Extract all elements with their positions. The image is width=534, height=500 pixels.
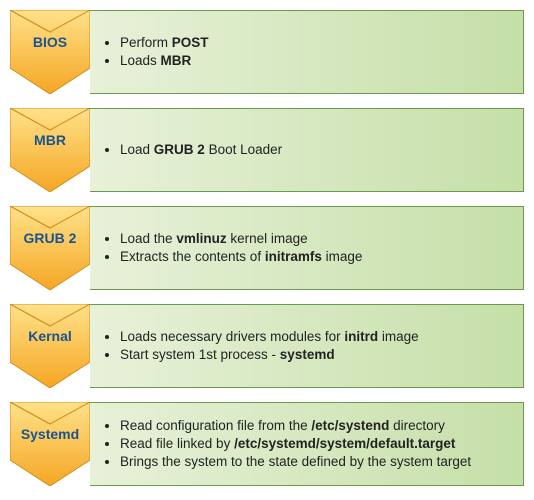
text: Read configuration file from the: [120, 418, 311, 433]
step-content: Loads necessary drivers modules for init…: [90, 304, 524, 388]
step-label: GRUB 2: [10, 230, 90, 246]
bullet-item: Read configuration file from the /etc/sy…: [120, 417, 471, 435]
chevron-icon: Systemd: [10, 402, 90, 486]
text: Boot Loader: [205, 142, 282, 157]
bullet-item: Start system 1st process - systemd: [120, 346, 419, 364]
text: Loads: [120, 53, 161, 68]
step-label: Kernal: [10, 328, 90, 344]
chevron-icon: MBR: [10, 108, 90, 192]
bullet-list: Read configuration file from the /etc/sy…: [102, 417, 471, 472]
step-row: MBR Load GRUB 2 Boot Loader: [10, 108, 524, 192]
step-label: Systemd: [10, 426, 90, 442]
bullet-item: Load the vmlinuz kernel image: [120, 230, 362, 248]
step-row: Kernal Loads necessary drivers modules fo…: [10, 304, 524, 388]
bold-text: systemd: [280, 347, 335, 362]
bullet-item: Read file linked by /etc/systemd/system/…: [120, 435, 471, 453]
text: Load: [120, 142, 154, 157]
text: Loads necessary drivers modules for: [120, 329, 344, 344]
step-content: Perform POSTLoads MBR: [90, 10, 524, 94]
bullet-item: Brings the system to the state defined b…: [120, 453, 471, 471]
bold-text: POST: [172, 35, 209, 50]
text: image: [322, 249, 363, 264]
step-row: GRUB 2Load the vmlinuz kernel imageExtra…: [10, 206, 524, 290]
bold-text: initrd: [344, 329, 378, 344]
bullet-item: Load GRUB 2 Boot Loader: [120, 141, 282, 159]
step-row: BIOSPerform POSTLoads MBR: [10, 10, 524, 94]
bold-text: initramfs: [265, 249, 322, 264]
text: Load the: [120, 231, 176, 246]
bullet-list: Perform POSTLoads MBR: [102, 34, 209, 70]
text: Start system 1st process -: [120, 347, 280, 362]
bullet-item: Loads MBR: [120, 52, 209, 70]
bold-text: GRUB 2: [154, 142, 205, 157]
bold-text: /etc/systend: [311, 418, 389, 433]
bold-text: vmlinuz: [176, 231, 226, 246]
text: Perform: [120, 35, 172, 50]
step-label: MBR: [10, 132, 90, 148]
text: image: [378, 329, 419, 344]
chevron-icon: Kernal: [10, 304, 90, 388]
step-content: Read configuration file from the /etc/sy…: [90, 402, 524, 486]
bullet-item: Loads necessary drivers modules for init…: [120, 328, 419, 346]
boot-process-diagram: BIOSPerform POSTLoads MBR MBRLoad GRUB 2…: [10, 10, 524, 486]
step-content: Load GRUB 2 Boot Loader: [90, 108, 524, 192]
step-label: BIOS: [10, 34, 90, 50]
bold-text: /etc/systemd/system/default.target: [234, 436, 455, 451]
bullet-item: Perform POST: [120, 34, 209, 52]
text: directory: [389, 418, 445, 433]
step-row: Systemd Read configuration file from the …: [10, 402, 524, 486]
text: Brings the system to the state defined b…: [120, 454, 471, 469]
bullet-list: Loads necessary drivers modules for init…: [102, 328, 419, 364]
bullet-list: Load the vmlinuz kernel imageExtracts th…: [102, 230, 362, 266]
text: kernel image: [227, 231, 308, 246]
bullet-list: Load GRUB 2 Boot Loader: [102, 141, 282, 159]
step-content: Load the vmlinuz kernel imageExtracts th…: [90, 206, 524, 290]
bold-text: MBR: [161, 53, 192, 68]
chevron-icon: GRUB 2: [10, 206, 90, 290]
text: Read file linked by: [120, 436, 234, 451]
bullet-item: Extracts the contents of initramfs image: [120, 248, 362, 266]
text: Extracts the contents of: [120, 249, 265, 264]
chevron-icon: BIOS: [10, 10, 90, 94]
